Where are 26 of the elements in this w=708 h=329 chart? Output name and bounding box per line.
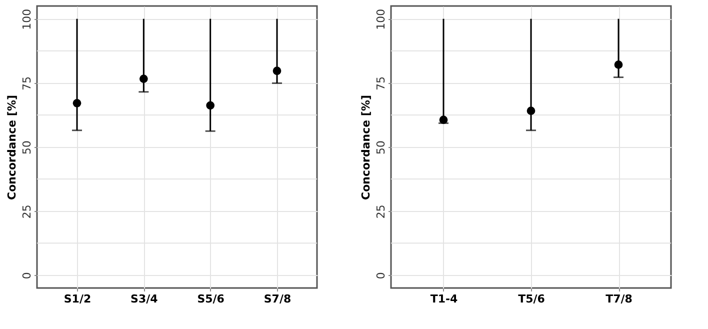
y-axis-title: Concordance [%]	[360, 95, 372, 200]
x-tick-label: T7/8	[606, 292, 632, 306]
point	[272, 66, 282, 76]
x-tick-label: S1/2	[64, 292, 92, 306]
y-tick-label: 75	[374, 76, 388, 90]
point	[72, 98, 82, 108]
point	[439, 116, 448, 124]
y-tick-label: 0	[374, 272, 388, 280]
point	[206, 101, 215, 110]
point	[139, 74, 148, 83]
y-axis-title: Concordance [%]	[6, 95, 18, 200]
y-tick-label: 0	[20, 272, 34, 280]
point	[614, 60, 623, 69]
y-tick-label: 100	[374, 8, 388, 30]
x-tick-label: S7/8	[264, 292, 292, 306]
x-tick-label: S5/6	[197, 292, 225, 306]
y-tick-label: 25	[20, 204, 34, 219]
y-tick-label: 50	[20, 140, 34, 154]
point	[526, 106, 536, 116]
x-tick-label: S3/4	[130, 292, 158, 306]
y-tick-label: 50	[374, 140, 388, 154]
x-tick-label: T5/6	[518, 292, 546, 306]
y-tick-label: 100	[20, 8, 34, 30]
y-tick-label: 25	[374, 204, 388, 219]
y-tick-label: 75	[20, 76, 34, 90]
x-tick-label: T1-4	[430, 292, 458, 306]
